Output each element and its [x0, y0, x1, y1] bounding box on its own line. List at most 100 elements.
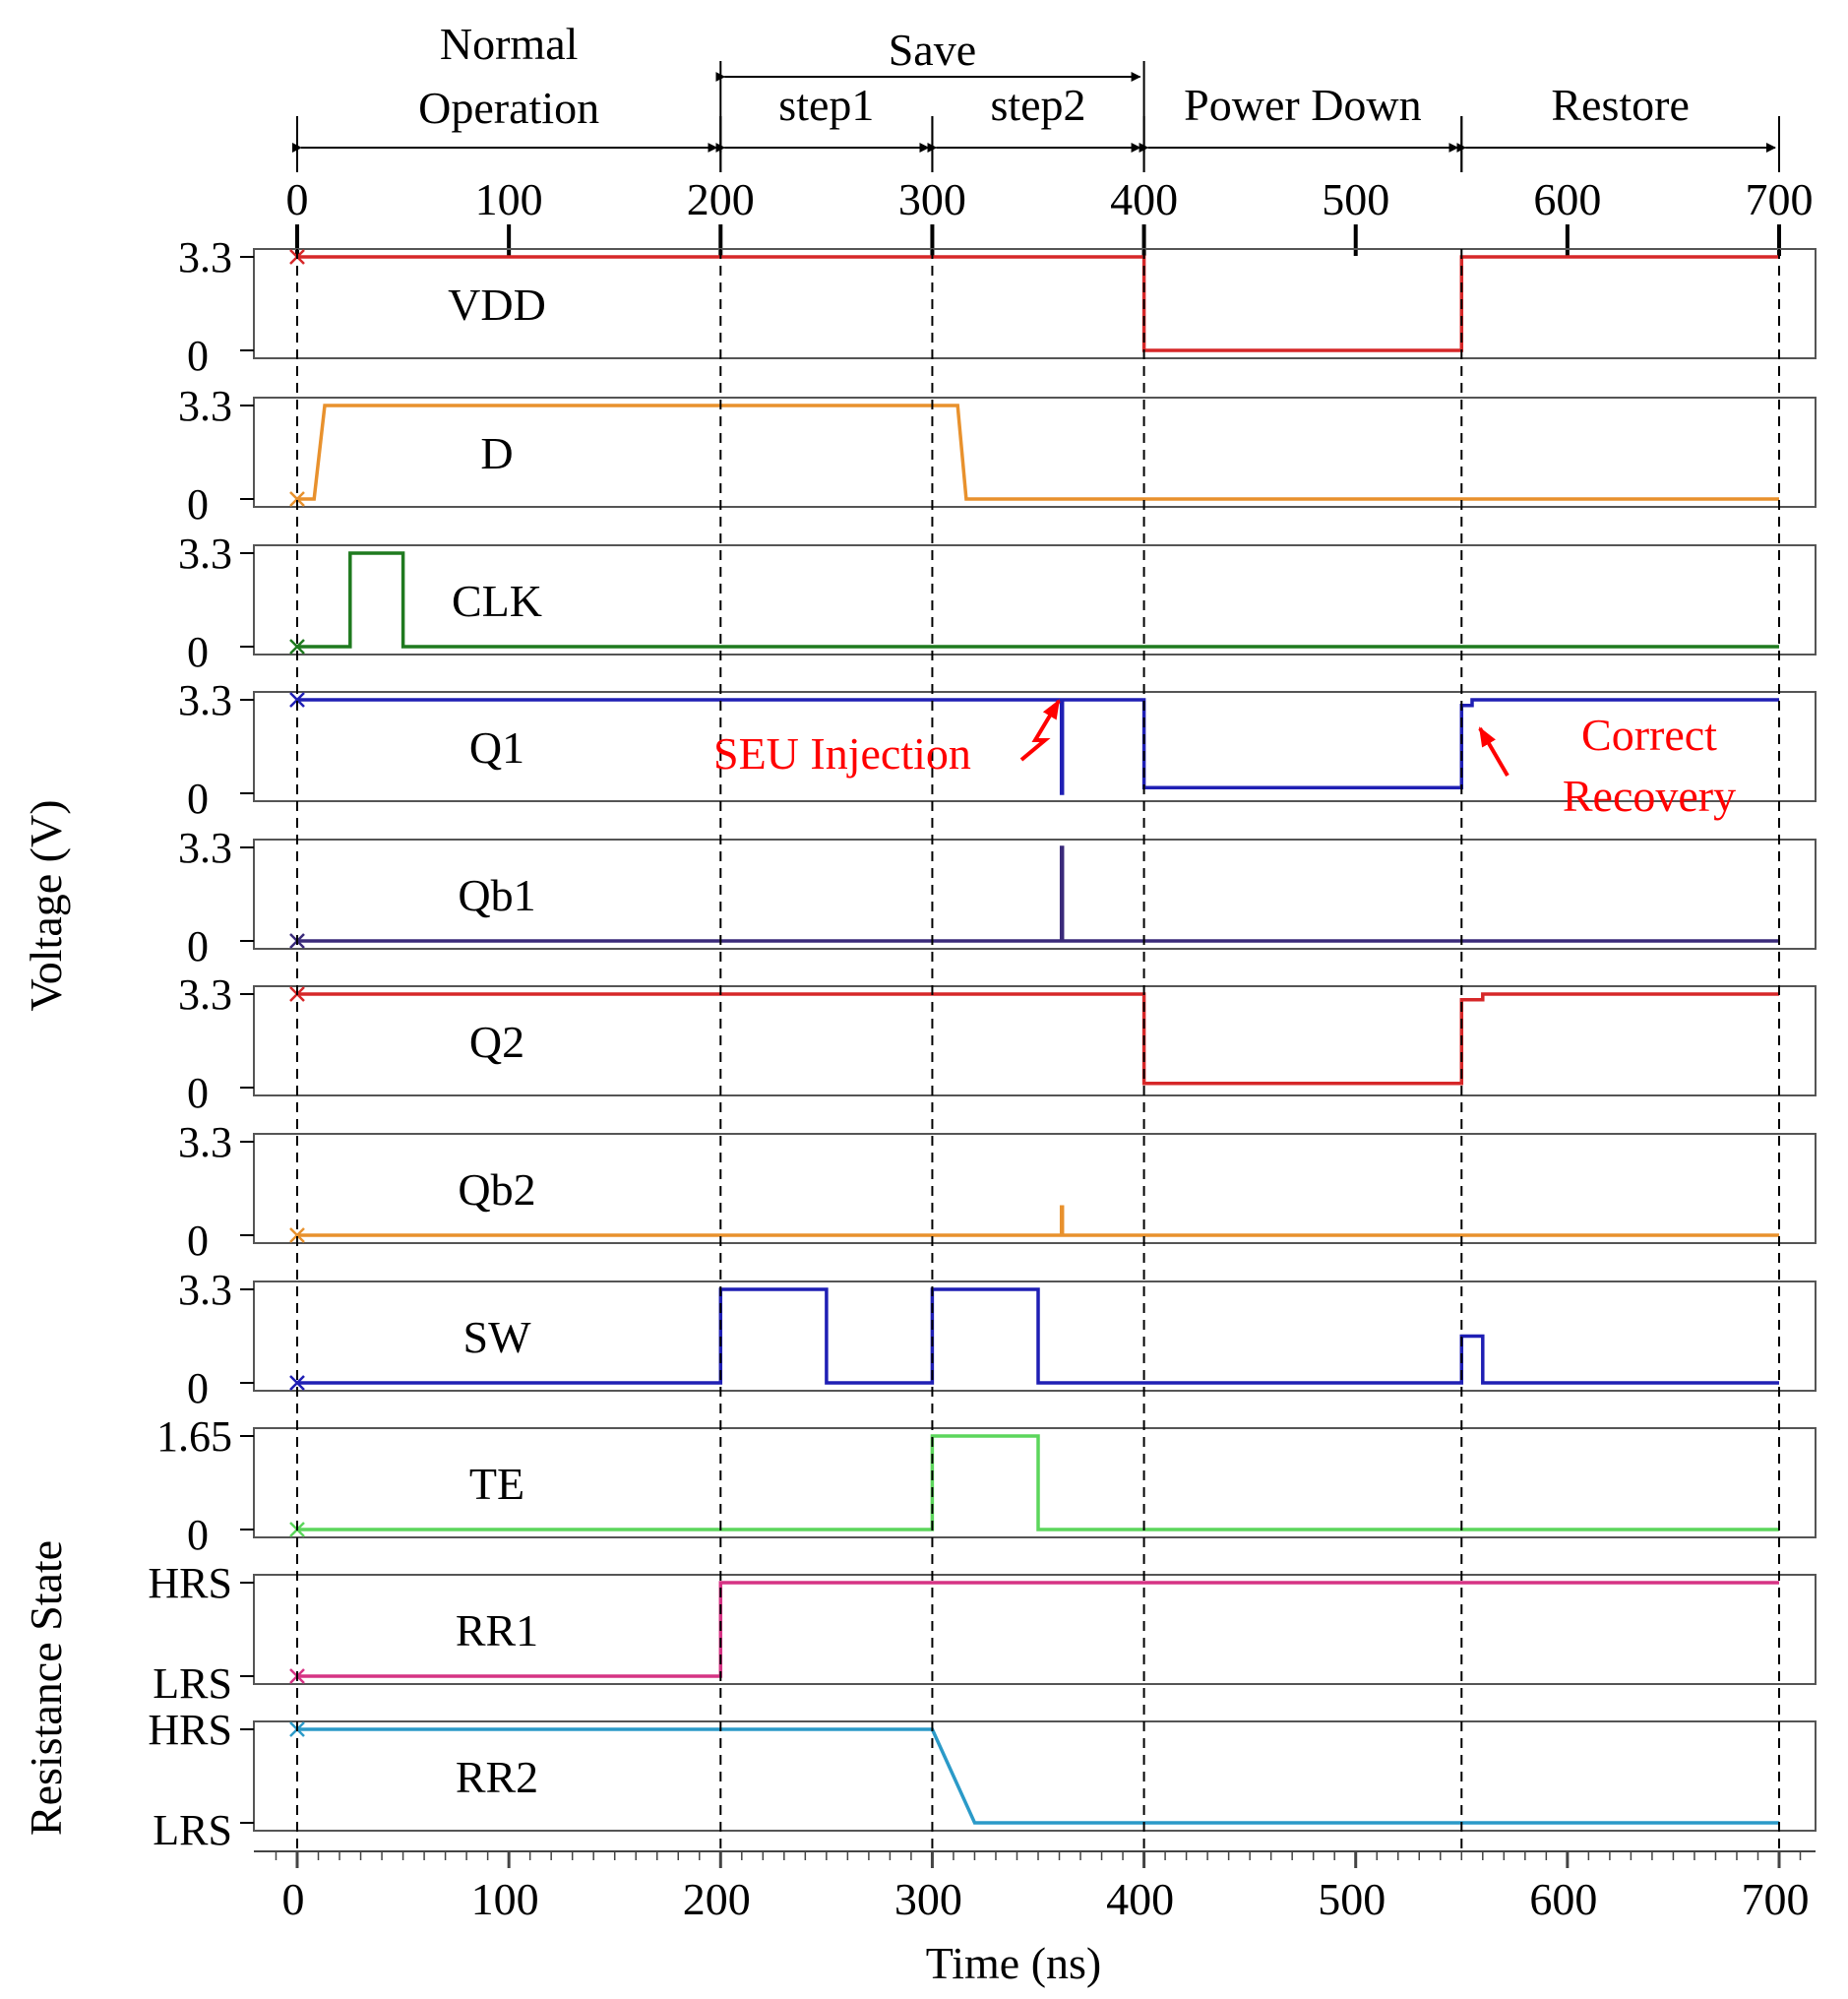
bottom-time-axis: 0 100 200 300 400 500 600 700	[254, 1850, 1816, 1924]
signal-trace-te	[297, 1434, 1779, 1531]
phase-header: Normal Operation step1 step2 Power Down Resto…	[292, 19, 1780, 172]
top-x-tick-label: 0	[286, 174, 309, 224]
panel-frame	[253, 1133, 1817, 1244]
bottom-x-tick-label: 300	[894, 1874, 962, 1924]
signal-name-d: D	[480, 428, 513, 478]
save-label: Save	[889, 25, 976, 75]
y-tick-label-low: 0	[187, 1511, 209, 1559]
y-tick-label-high: 3.3	[178, 382, 232, 430]
y-tick-label-high: 3.3	[178, 676, 232, 724]
signal-trace-qb1	[297, 845, 1779, 943]
signal-name-qb1: Qb1	[458, 870, 535, 920]
bottom-x-tick-label: 700	[1742, 1874, 1810, 1924]
panel-frame	[253, 397, 1817, 508]
phase-label: Power Down	[1184, 80, 1421, 130]
signal-trace-rr2	[297, 1727, 1779, 1825]
phase-label: Restore	[1551, 80, 1690, 130]
panel-frame	[253, 1427, 1817, 1538]
bottom-x-tick-label: 100	[471, 1874, 539, 1924]
start-marker	[289, 491, 305, 507]
phase-label: step1	[778, 80, 874, 130]
top-x-tick-label: 400	[1110, 174, 1178, 224]
phase-dashed-lines	[296, 249, 1780, 1855]
panel-frame	[253, 544, 1817, 656]
y-tick-label-low: 0	[187, 332, 209, 380]
panel-frame	[253, 985, 1817, 1096]
panel-vdd: 3.3 0 VDD	[178, 233, 1817, 380]
start-marker	[289, 1375, 305, 1391]
signal-name-qb2: Qb2	[458, 1164, 535, 1215]
start-marker	[289, 639, 305, 655]
bottom-x-tick-label: 400	[1106, 1874, 1174, 1924]
bottom-x-tick-label: 0	[282, 1874, 305, 1924]
top-x-tick-label: 100	[475, 174, 543, 224]
bottom-x-tick-label: 200	[683, 1874, 751, 1924]
signal-name-clk: CLK	[452, 576, 542, 626]
signal-name-q1: Q1	[469, 722, 524, 773]
x-axis-label: Time (ns)	[926, 1938, 1102, 1988]
phase-label: step2	[990, 80, 1085, 130]
annotation-seu-injection: SEU Injection	[713, 728, 971, 779]
phase-label-line: Normal	[440, 19, 579, 69]
panel-qb2: 3.3 0 Qb2	[178, 1118, 1817, 1265]
y-tick-label-low: LRS	[153, 1659, 232, 1708]
y-tick-label-low: 0	[187, 628, 209, 676]
y-tick-label-high: HRS	[148, 1706, 232, 1754]
start-marker	[289, 1227, 305, 1243]
signal-trace-qb2	[297, 1205, 1779, 1237]
y-tick-label-low: LRS	[153, 1806, 232, 1854]
panel-frame	[253, 1281, 1817, 1392]
y-tick-label-low: 0	[187, 775, 209, 823]
y-axis-label-voltage: Voltage (V)	[21, 799, 71, 1011]
panel-sw: 3.3 0 SW	[178, 1266, 1817, 1412]
recovery-arrow	[1478, 726, 1509, 778]
y-tick-label-high: 1.65	[156, 1412, 232, 1461]
panel-frame	[253, 248, 1817, 359]
bottom-x-tick-label: 600	[1529, 1874, 1597, 1924]
y-tick-label-high: HRS	[148, 1559, 232, 1607]
lightning-arrow	[1019, 699, 1061, 762]
bottom-x-tick-label: 500	[1318, 1874, 1386, 1924]
signal-name-vdd: VDD	[448, 280, 546, 330]
top-time-axis: 0 100 200 300 400 500 600 700	[286, 174, 1814, 256]
y-tick-label-high: 3.3	[178, 824, 232, 872]
panel-d: 3.3 0 D	[178, 382, 1817, 529]
y-tick-label-high: 3.3	[178, 970, 232, 1019]
signal-name-q2: Q2	[469, 1017, 524, 1067]
panel-q2: 3.3 0 Q2	[178, 970, 1817, 1117]
signal-panels: 3.30VDD3.30D3.30CLK3.30Q13.30Qb13.30Q23.…	[148, 233, 1817, 1854]
signal-name-rr1: RR1	[456, 1605, 538, 1655]
panel-frame	[253, 839, 1817, 950]
y-tick-label-high: 3.3	[178, 530, 232, 578]
annotations: SEU Injection Correct Recovery	[713, 699, 1736, 821]
signal-name-sw: SW	[463, 1312, 532, 1362]
panel-te: 1.65 0 TE	[156, 1412, 1817, 1559]
y-tick-label-low: 0	[187, 1364, 209, 1412]
y-axis-label-resistance: Resistance State	[21, 1540, 71, 1836]
y-tick-label-low: 0	[187, 1069, 209, 1117]
signal-name-te: TE	[469, 1459, 524, 1509]
top-x-tick-label: 200	[687, 174, 755, 224]
signal-trace-clk	[297, 551, 1779, 649]
panel-frame	[253, 1574, 1817, 1685]
top-x-tick-label: 600	[1533, 174, 1601, 224]
panel-rr1: HRS LRS RR1	[148, 1559, 1817, 1708]
top-x-tick-label: 700	[1746, 174, 1814, 224]
panel-frame	[253, 691, 1817, 802]
signal-name-rr2: RR2	[456, 1752, 538, 1802]
annotation-correct-recovery: Recovery	[1563, 771, 1736, 821]
top-x-tick-label: 300	[898, 174, 966, 224]
start-marker	[289, 692, 305, 708]
signal-trace-d	[297, 404, 1779, 501]
phase-label-line: Operation	[418, 83, 599, 133]
panel-rr2: HRS LRS RR2	[148, 1706, 1817, 1854]
signal-trace-vdd	[297, 255, 1779, 352]
y-tick-label-high: 3.3	[178, 1118, 232, 1166]
y-tick-label-low: 0	[187, 480, 209, 529]
top-x-tick-label: 500	[1322, 174, 1389, 224]
annotation-correct-recovery: Correct	[1581, 710, 1717, 760]
signal-trace-sw	[297, 1287, 1779, 1385]
y-tick-label-high: 3.3	[178, 1266, 232, 1314]
panel-qb1: 3.3 0 Qb1	[178, 824, 1817, 970]
